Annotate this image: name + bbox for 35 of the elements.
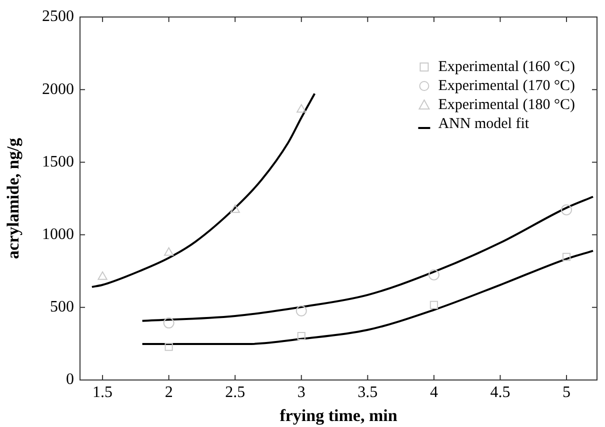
line-series xyxy=(90,92,316,288)
legend-label: Experimental (160 °C) xyxy=(438,58,576,75)
x-tick-label: 2.5 xyxy=(225,384,246,401)
point xyxy=(561,204,572,216)
x-tick-label: 3.5 xyxy=(358,384,378,401)
x-tick-label: 4 xyxy=(430,384,438,401)
x-tick-label: 1.5 xyxy=(92,384,113,401)
point xyxy=(296,305,307,316)
line-series xyxy=(141,250,594,345)
y-axis-title: acrylamide, ng/g xyxy=(4,138,23,259)
legend-label: Experimental (170 °C) xyxy=(438,78,576,94)
point xyxy=(428,269,440,280)
x-tick-label: 5 xyxy=(562,384,571,401)
y-tick-label: 1000 xyxy=(42,226,74,244)
legend-label: ANN model fit xyxy=(438,116,530,132)
line-series xyxy=(141,196,594,322)
y-tick-label: 0 xyxy=(66,371,74,388)
y-tick-label: 2000 xyxy=(42,80,74,98)
x-tick-label: 3 xyxy=(297,384,306,401)
point xyxy=(296,104,306,113)
y-tick-label: 1500 xyxy=(42,153,74,170)
x-tick-label: 4.5 xyxy=(490,384,510,401)
point xyxy=(430,300,438,309)
x-tick-label: 2 xyxy=(164,384,173,401)
y-tick-label: 2500 xyxy=(42,8,74,26)
legend-label: Experimental (180 °C) xyxy=(438,96,576,113)
point xyxy=(562,252,571,261)
point xyxy=(164,342,173,351)
point xyxy=(164,247,174,256)
x-axis-title: frying time, min xyxy=(280,406,398,426)
point xyxy=(230,204,240,213)
point xyxy=(163,317,174,328)
y-tick-label: 500 xyxy=(50,298,74,316)
point xyxy=(297,332,306,340)
point xyxy=(98,271,108,280)
